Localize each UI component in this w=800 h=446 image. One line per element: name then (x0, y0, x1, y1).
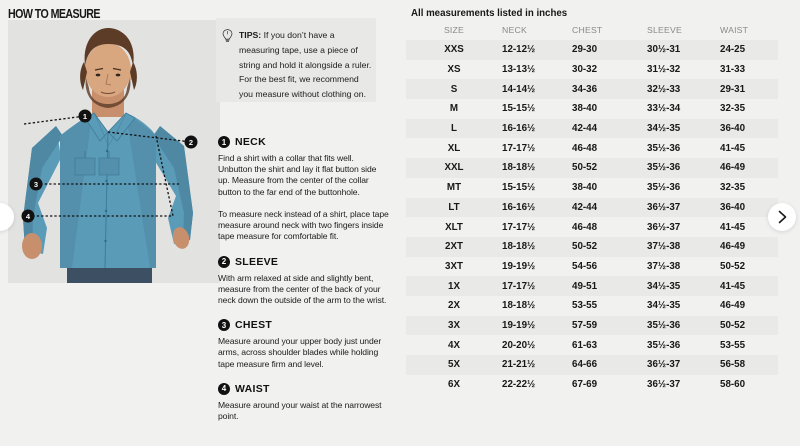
svg-text:3: 3 (34, 180, 38, 189)
svg-text:1: 1 (83, 112, 87, 121)
svg-text:2: 2 (189, 138, 193, 147)
